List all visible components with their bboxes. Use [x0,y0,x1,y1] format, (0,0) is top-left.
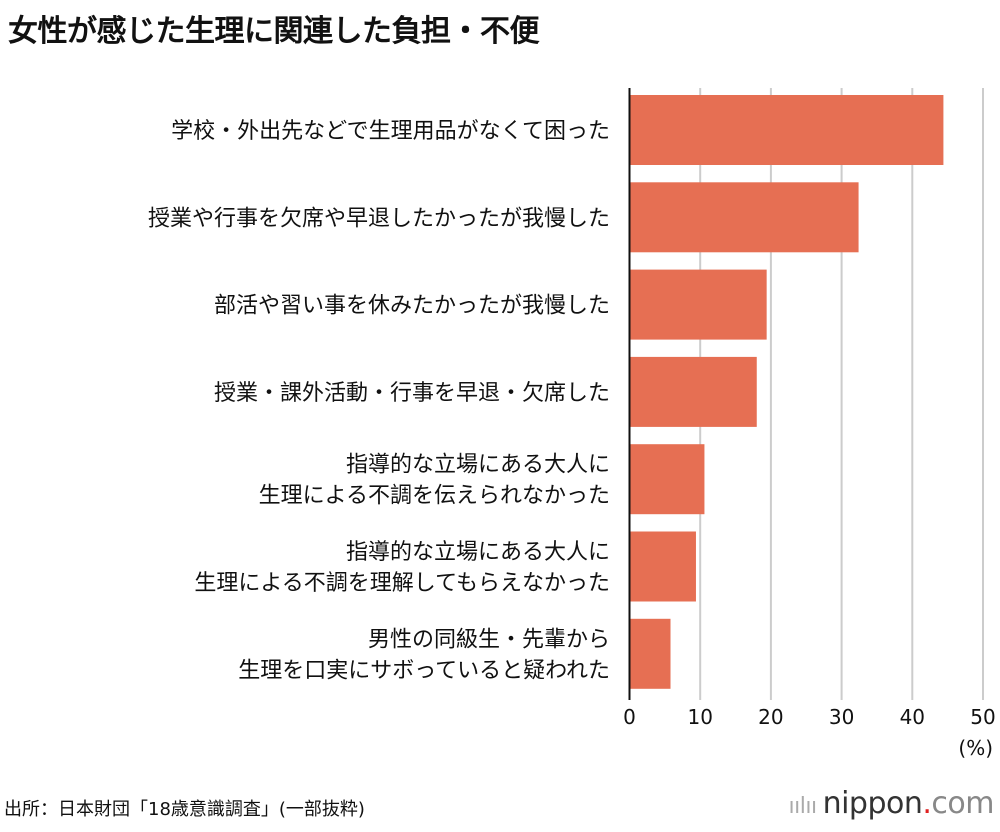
bar [629,269,767,340]
source-note: 出所：日本財団「18歳意識調査」(一部抜粋) [4,799,365,820]
bar [629,444,705,515]
category-label: 指導的な立場にある大人に [346,453,610,478]
x-tick-label: 40 [900,705,925,729]
category-label: 授業・課外活動・行事を早退・欠席した [214,381,610,406]
chart-title: 女性が感じた生理に関連した負担・不便 [8,14,540,49]
category-label: 生理を口実にサボっていると疑われた [238,658,610,683]
x-tick-label: 0 [623,705,636,729]
x-tick-label: 30 [829,705,854,729]
category-label: 生理による不調を理解してもらえなかった [194,571,610,596]
bar-chart: 0 10 20 30 40 50 (%) 学校・外出先などで生理用品がなくて困った授業や行事を… [148,88,996,760]
category-label: 男性の同級生・先輩から [368,627,610,652]
bar [629,95,944,165]
category-label: 生理による不調を伝えられなかった [259,484,610,509]
logo-bars-icon: ıılıı [788,794,818,819]
category-label: 学校・外出先などで生理用品がなくて困った [171,119,610,144]
category-label: 部活や習い事を休みたかったが我慢した [214,294,610,319]
x-tick-label: 50 [970,705,995,729]
logo-com: com [931,786,994,821]
category-label: 授業や行事を欠席や早退したかったが我慢した [148,206,610,231]
x-tick-label: 20 [758,705,783,729]
bar [629,182,859,253]
bar [629,531,696,602]
bar [629,356,757,427]
logo-name: nippon [822,786,923,821]
x-tick-label: 10 [687,705,712,729]
nippon-logo: ıılıı nippon.com [789,786,995,821]
category-label: 指導的な立場にある大人に [346,540,610,565]
logo-dot: . [922,786,932,821]
bar [629,618,671,689]
x-axis-unit-label: (%) [958,736,993,760]
